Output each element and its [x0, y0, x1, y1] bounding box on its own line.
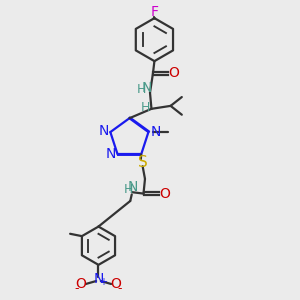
Text: H: H: [124, 183, 134, 196]
Text: O: O: [168, 67, 179, 80]
Text: O: O: [75, 277, 86, 291]
Text: N: N: [106, 148, 116, 161]
Text: +: +: [99, 277, 107, 287]
Text: O: O: [160, 187, 170, 201]
Text: N: N: [141, 81, 152, 95]
Text: H: H: [140, 101, 150, 114]
Text: N: N: [93, 272, 104, 286]
Text: -: -: [118, 282, 122, 295]
Text: N: N: [128, 180, 138, 194]
Text: S: S: [138, 155, 148, 170]
Text: -: -: [75, 282, 79, 295]
Text: H: H: [137, 83, 146, 97]
Text: N: N: [151, 125, 161, 139]
Text: N: N: [99, 124, 109, 138]
Text: O: O: [111, 277, 122, 291]
Text: F: F: [150, 5, 158, 19]
